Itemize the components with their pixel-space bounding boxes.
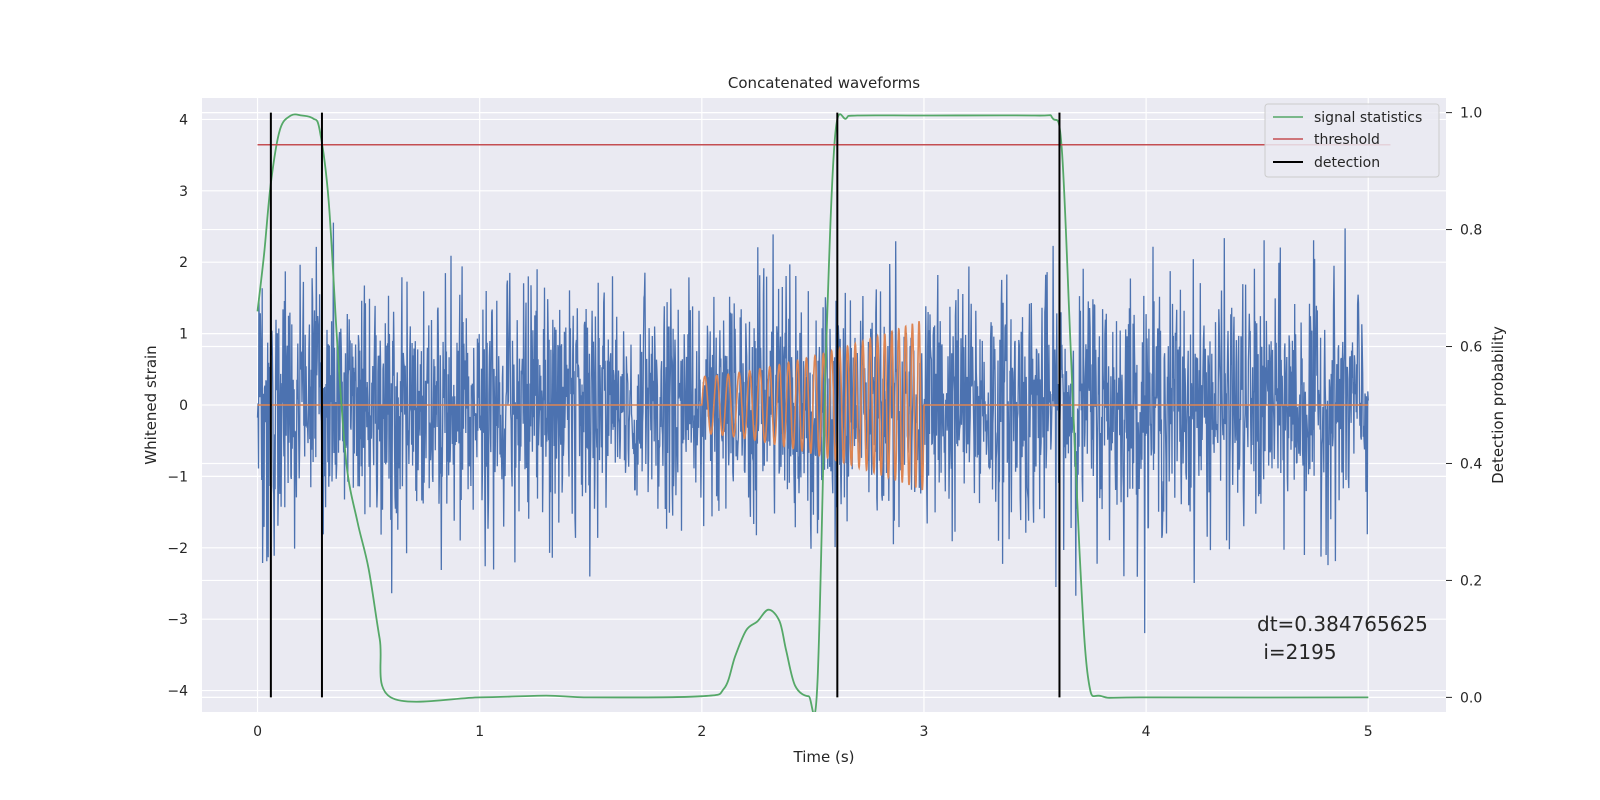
- y-tick-label: −1: [167, 469, 188, 485]
- legend-label-detection: detection: [1314, 155, 1380, 171]
- tick-labels: 0 1 2 3 4 5 −4 −3 −2 −1 0 1 2 3 4 0.0 0.2 0.4 0.6 0.8 1.0: [167, 106, 1482, 740]
- x-tick-label: 3: [920, 724, 929, 740]
- y-tick-label: −2: [167, 541, 188, 557]
- x-tick-label: 5: [1364, 724, 1373, 740]
- x-tick-label: 1: [475, 724, 484, 740]
- annotation-index: i=2195: [1257, 640, 1337, 664]
- y2-tick-label: 0.2: [1460, 573, 1482, 589]
- y-tick-label: 2: [179, 255, 188, 271]
- chart-title: Concatenated waveforms: [728, 74, 920, 92]
- y2-tick-label: 0.0: [1460, 690, 1482, 706]
- series-signal-statistics-line: [256, 113, 1369, 712]
- series-layer: [256, 112, 1391, 712]
- x-tick-label: 0: [253, 724, 262, 740]
- legend-box: [1264, 103, 1440, 178]
- y-tick-label: 4: [179, 112, 188, 128]
- y2-axis-label: Detection probability: [1489, 326, 1507, 484]
- legend-label-threshold: threshold: [1314, 132, 1380, 148]
- series-chirp-line: [257, 321, 1369, 491]
- y2-tick-label: 1.0: [1460, 106, 1482, 122]
- annotation-dt: dt=0.384765625: [1257, 612, 1428, 636]
- y-tick-label: −4: [167, 684, 188, 700]
- legend-label-signal-statistics: signal statistics: [1314, 110, 1422, 126]
- y-tick-label: 0: [179, 398, 188, 414]
- legend: signal statistics threshold detection: [1264, 103, 1440, 178]
- y2-tick-label: 0.6: [1460, 340, 1482, 356]
- y-axis-label: Whitened strain: [142, 345, 160, 464]
- x-tick-label: 4: [1142, 724, 1151, 740]
- y-tick-label: 1: [179, 327, 188, 343]
- x-axis-label: Time (s): [793, 748, 855, 766]
- series-noise-line: [256, 222, 1369, 634]
- y-tick-label: 3: [179, 184, 188, 200]
- y-tick-label: −3: [167, 612, 188, 628]
- y2-tick-label: 0.8: [1460, 223, 1482, 239]
- y2-tick-label: 0.4: [1460, 456, 1482, 472]
- x-tick-label: 2: [697, 724, 706, 740]
